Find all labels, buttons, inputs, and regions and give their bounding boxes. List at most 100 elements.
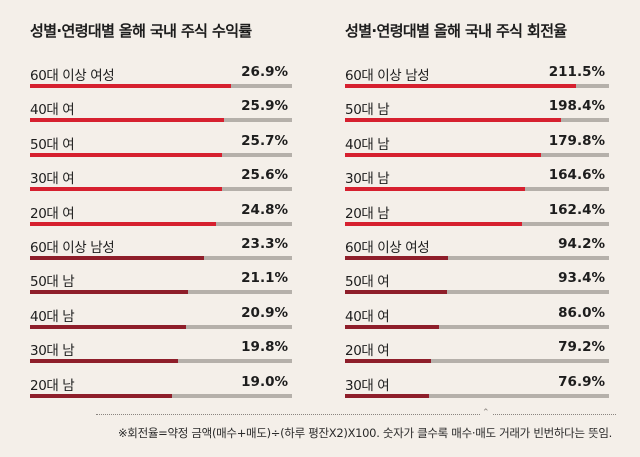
returns-category-label: 50대 여 xyxy=(30,136,75,153)
turnover-value-label: 179.8% xyxy=(548,132,605,149)
footnote-pointer: ⌃ xyxy=(480,408,492,418)
returns-category-label: 60대 이상 여성 xyxy=(30,68,115,84)
returns-value-label: 19.8% xyxy=(241,339,288,356)
turnover-bar xyxy=(345,221,523,226)
turnover-bar xyxy=(345,187,525,192)
returns-row: 30대 남 19.8% xyxy=(30,335,292,373)
turnover-bar-track xyxy=(345,187,609,192)
turnover-bar xyxy=(345,359,432,364)
turnover-category-label: 20대 남 xyxy=(345,205,390,222)
turnover-value-label: 162.4% xyxy=(548,201,605,218)
returns-bar xyxy=(30,152,223,157)
returns-value-label: 25.7% xyxy=(241,132,288,149)
returns-value-label: 20.9% xyxy=(241,304,288,321)
returns-row: 50대 남 21.1% xyxy=(30,266,292,304)
turnover-bar xyxy=(345,118,562,123)
returns-bar-track xyxy=(30,359,292,364)
turnover-bar-track xyxy=(345,359,609,364)
turnover-bar-track xyxy=(345,393,609,398)
returns-bar xyxy=(30,84,232,88)
turnover-bar-track xyxy=(345,221,609,226)
turnover-row: 20대 여 79.2% xyxy=(345,335,609,373)
returns-category-label: 40대 남 xyxy=(30,308,75,325)
returns-row: 20대 여 24.8% xyxy=(30,198,292,236)
returns-category-label: 30대 여 xyxy=(30,171,75,188)
turnover-bar xyxy=(345,84,576,88)
turnover-value-label: 211.5% xyxy=(548,64,605,80)
turnover-row: 20대 남 162.4% xyxy=(345,198,609,236)
returns-category-label: 50대 남 xyxy=(30,274,75,291)
returns-row: 50대 여 25.7% xyxy=(30,129,292,167)
turnover-chart-title: 성별·연령대별 올해 국내 주식 회전율 xyxy=(345,22,567,40)
returns-bar xyxy=(30,187,222,192)
turnover-bar-track xyxy=(345,152,609,157)
turnover-bar xyxy=(345,256,448,260)
returns-value-label: 25.9% xyxy=(241,98,288,115)
turnover-bar xyxy=(345,393,429,398)
returns-bar-track xyxy=(30,393,292,398)
turnover-value-label: 79.2% xyxy=(558,339,605,356)
turnover-bar-track xyxy=(345,118,609,123)
returns-bar xyxy=(30,290,188,295)
returns-category-label: 20대 남 xyxy=(30,377,75,394)
returns-category-label: 40대 여 xyxy=(30,102,75,119)
returns-bar xyxy=(30,256,205,260)
turnover-value-label: 76.9% xyxy=(558,373,605,390)
turnover-category-label: 50대 여 xyxy=(345,274,390,291)
returns-bar-track xyxy=(30,290,292,295)
returns-bar xyxy=(30,324,187,329)
returns-category-label: 20대 여 xyxy=(30,205,75,222)
returns-category-label: 60대 이상 남성 xyxy=(30,240,115,256)
turnover-category-label: 30대 여 xyxy=(345,377,390,394)
turnover-bar xyxy=(345,324,439,329)
footnote-text: ※회전율=약정 금액(매수+매도)÷(하루 평잔X2)X100. 숫자가 클수록… xyxy=(117,426,612,440)
returns-row: 60대 이상 여성 26.9% xyxy=(30,60,292,98)
turnover-row: 30대 남 164.6% xyxy=(345,163,609,201)
returns-value-label: 26.9% xyxy=(241,64,288,80)
turnover-value-label: 86.0% xyxy=(558,304,605,321)
turnover-row: 40대 여 86.0% xyxy=(345,301,609,339)
turnover-row: 50대 여 93.4% xyxy=(345,266,609,304)
returns-bar xyxy=(30,393,173,398)
returns-chart-title: 성별·연령대별 올해 국내 주식 수익률 xyxy=(30,22,252,40)
returns-bar xyxy=(30,359,179,364)
returns-bar xyxy=(30,221,216,226)
turnover-bar-track xyxy=(345,324,609,329)
turnover-category-label: 30대 남 xyxy=(345,171,390,188)
turnover-category-label: 40대 여 xyxy=(345,308,390,325)
turnover-value-label: 94.2% xyxy=(558,236,605,252)
turnover-bar xyxy=(345,290,447,295)
returns-bar-track xyxy=(30,221,292,226)
turnover-category-label: 60대 이상 남성 xyxy=(345,68,430,84)
returns-row: 60대 이상 남성 23.3% xyxy=(30,232,292,270)
turnover-category-label: 40대 남 xyxy=(345,136,390,153)
footnote: ⌃ ※회전율=약정 금액(매수+매도)÷(하루 평잔X2)X100. 숫자가 클… xyxy=(96,408,616,440)
returns-row: 40대 여 25.9% xyxy=(30,94,292,132)
turnover-value-label: 164.6% xyxy=(548,167,605,184)
returns-value-label: 24.8% xyxy=(241,201,288,218)
turnover-bar xyxy=(345,152,542,157)
turnover-bar-track xyxy=(345,256,609,260)
turnover-row: 50대 남 198.4% xyxy=(345,94,609,132)
returns-bar-track xyxy=(30,324,292,329)
returns-value-label: 21.1% xyxy=(241,270,288,287)
returns-value-label: 19.0% xyxy=(241,373,288,390)
turnover-bar-track xyxy=(345,290,609,295)
turnover-row: 60대 이상 여성 94.2% xyxy=(345,232,609,270)
returns-bar-track xyxy=(30,152,292,157)
returns-bar-track xyxy=(30,256,292,260)
returns-value-label: 25.6% xyxy=(241,167,288,184)
returns-row: 20대 남 19.0% xyxy=(30,370,292,408)
turnover-category-label: 20대 여 xyxy=(345,343,390,360)
turnover-bar-track xyxy=(345,84,609,88)
returns-row: 40대 남 20.9% xyxy=(30,301,292,339)
returns-row: 30대 여 25.6% xyxy=(30,163,292,201)
turnover-row: 30대 여 76.9% xyxy=(345,370,609,408)
turnover-category-label: 50대 남 xyxy=(345,102,390,119)
returns-bar xyxy=(30,118,224,123)
returns-bar-track xyxy=(30,118,292,123)
returns-category-label: 30대 남 xyxy=(30,343,75,360)
returns-bar-track xyxy=(30,84,292,88)
returns-value-label: 23.3% xyxy=(241,236,288,252)
returns-bar-track xyxy=(30,187,292,192)
